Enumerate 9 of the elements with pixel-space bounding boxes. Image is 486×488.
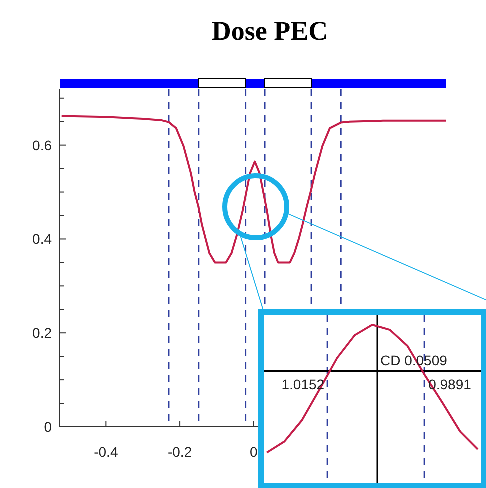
x-tick-label: -0.4 (94, 444, 118, 460)
line-series (60, 115, 446, 264)
y-tick-label: 0 (44, 419, 52, 435)
x-tick-label: 0 (250, 444, 258, 460)
y-tick-label: 0.4 (32, 231, 52, 248)
y-tick-label: 0.2 (32, 325, 52, 342)
y-tick-label: 0.6 (32, 137, 52, 154)
chart-title: Dose PEC (212, 16, 328, 46)
x-tick-label: -0.2 (168, 444, 192, 460)
